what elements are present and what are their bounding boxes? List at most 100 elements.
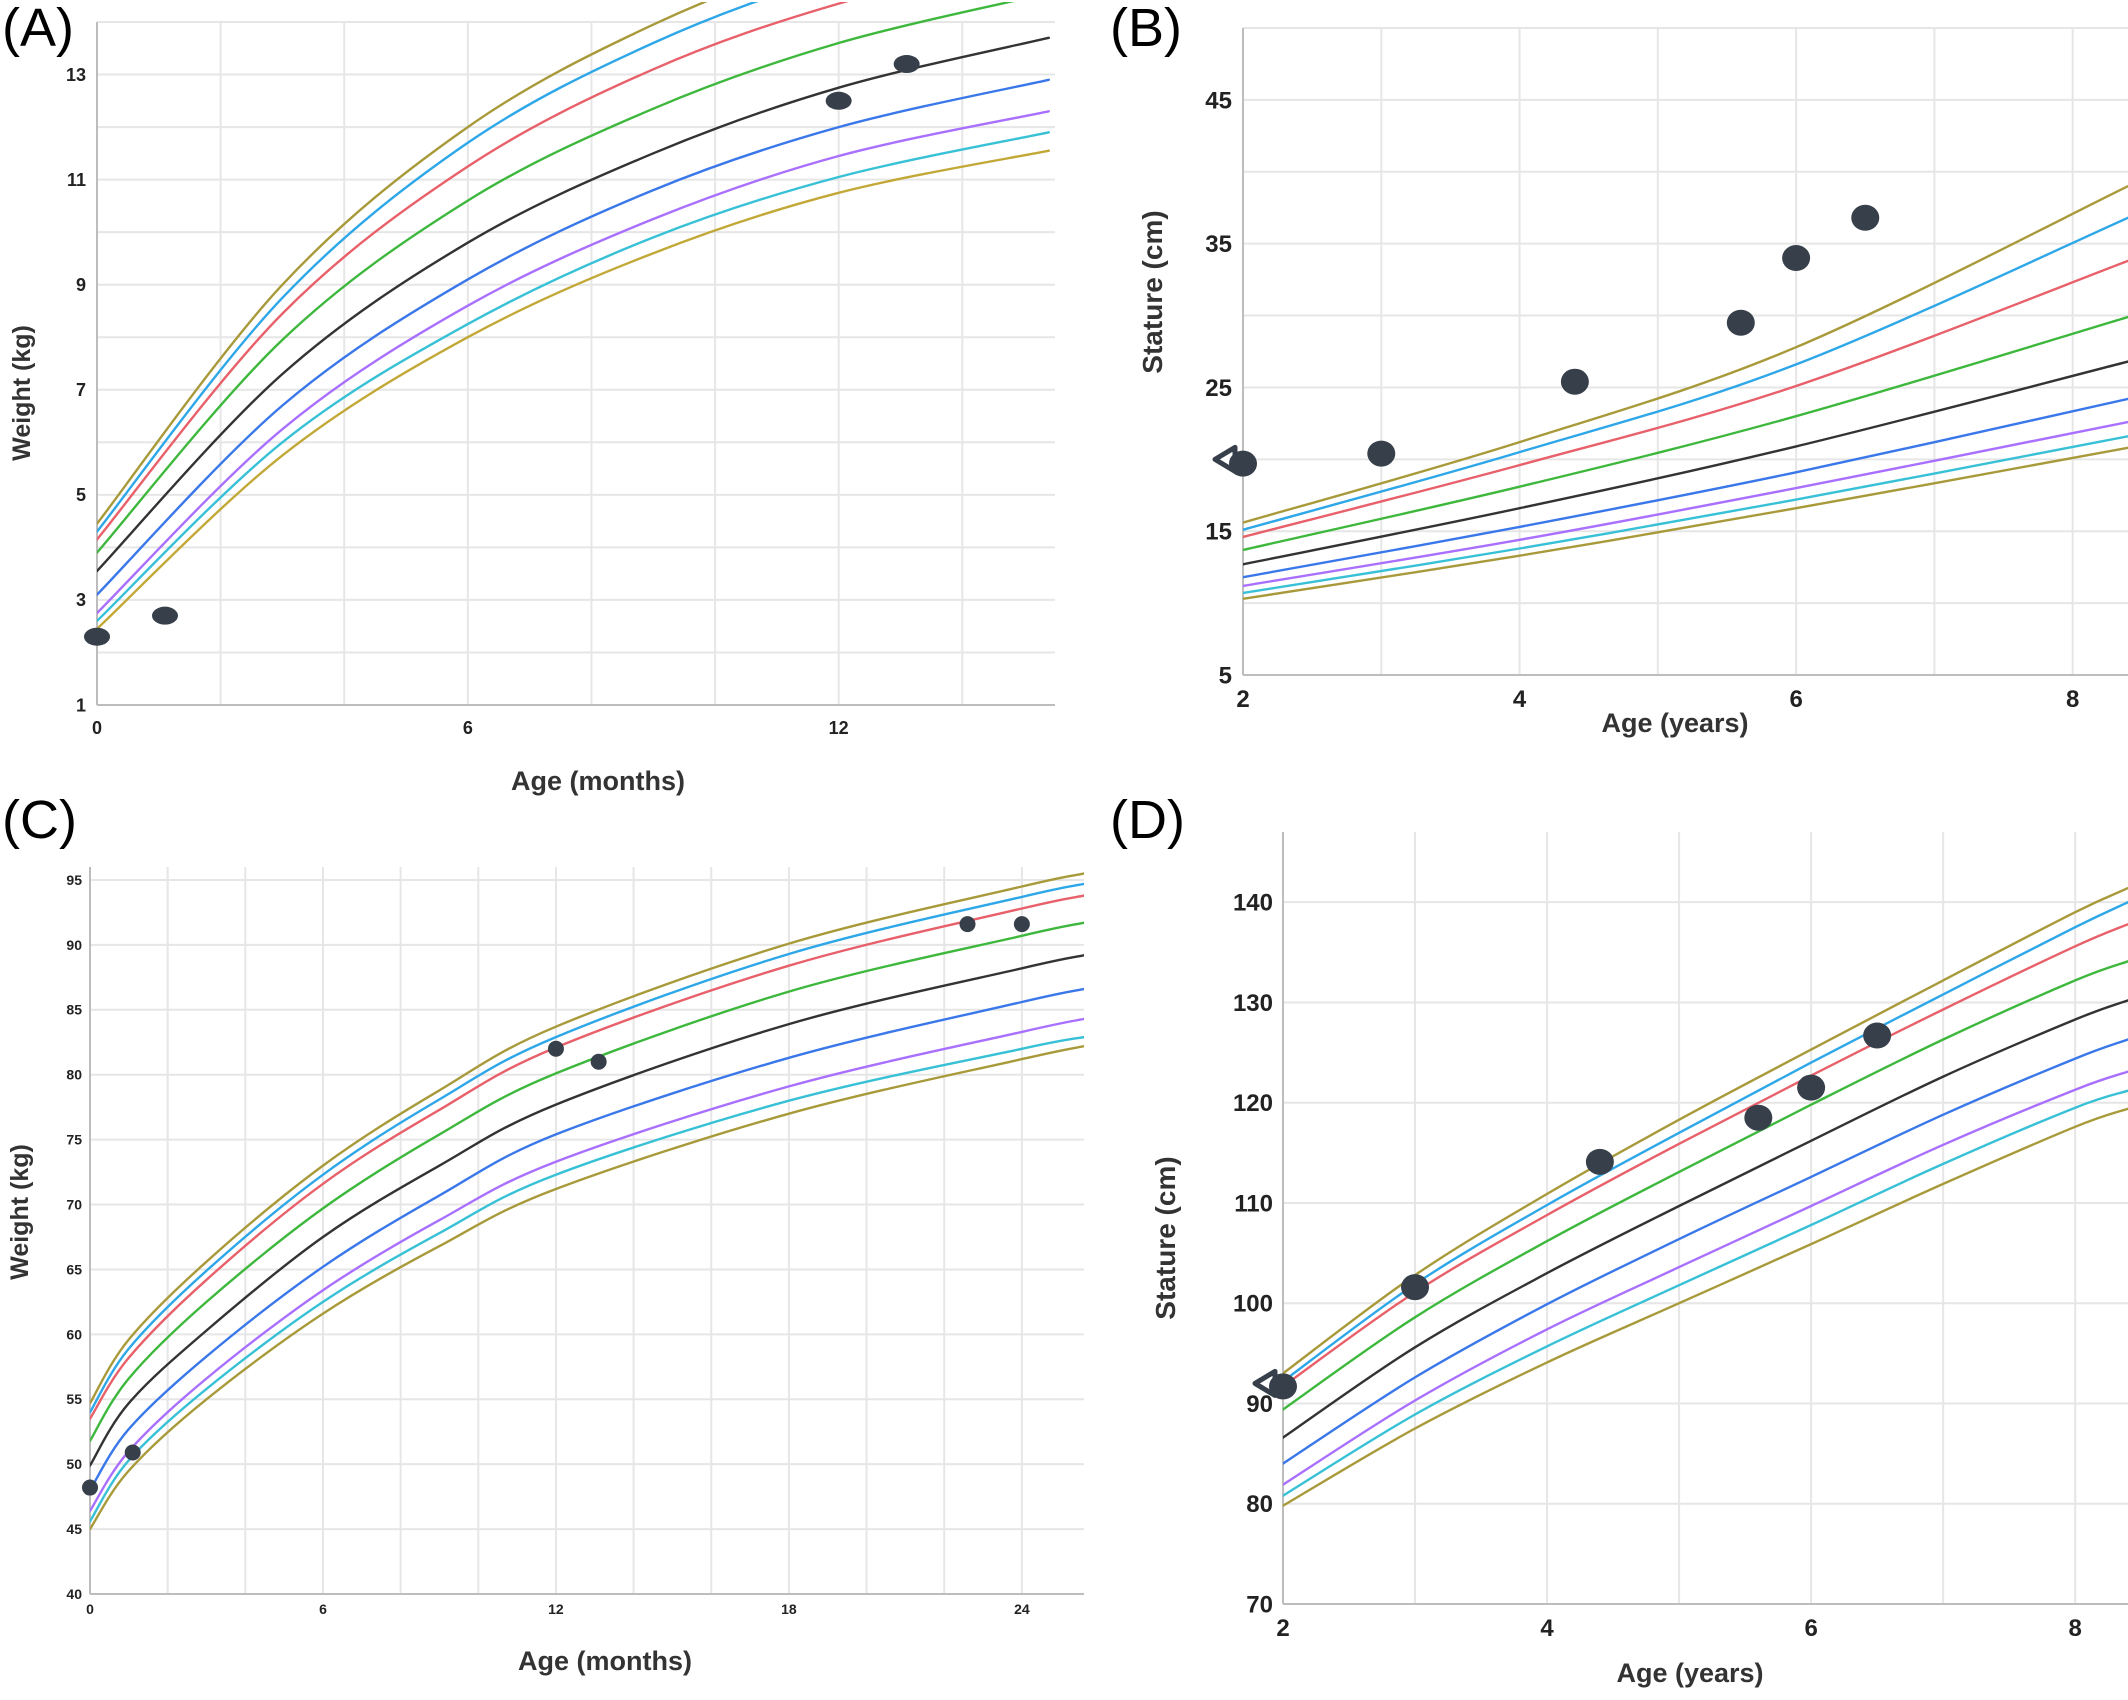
y-tick-label: 80 bbox=[66, 1067, 82, 1083]
panel-a-letter: (A) bbox=[2, 0, 74, 58]
y-tick-label: 60 bbox=[66, 1326, 82, 1342]
y-tick-label: 5 bbox=[1219, 662, 1232, 689]
y-tick-label: 85 bbox=[66, 1002, 82, 1018]
measurement-point bbox=[1367, 440, 1396, 467]
panel-b-plot-area: 2 4 6 8 5 15 25 35 45 bbox=[1205, 27, 2128, 713]
percentile-curve bbox=[1243, 259, 2128, 539]
percentile-curve bbox=[90, 954, 1084, 1467]
y-tick-label: 75 bbox=[66, 1132, 82, 1148]
measurement-point bbox=[1013, 916, 1030, 933]
y-tick-label: 100 bbox=[1233, 1291, 1273, 1318]
panel-d-plot-area: 2 4 6 8 70 80 90 100 110 120 130 140 bbox=[1233, 832, 2128, 1642]
panel-b-letter: (B) bbox=[1110, 0, 1182, 58]
measurement-point bbox=[1851, 204, 1880, 231]
percentile-curve bbox=[1243, 315, 2128, 552]
y-tick-label: 95 bbox=[66, 872, 82, 888]
percentile-curve bbox=[90, 894, 1084, 1420]
percentile-curve bbox=[1283, 960, 2128, 1411]
x-tick-label: 4 bbox=[1513, 686, 1527, 713]
percentile-curve bbox=[90, 1035, 1084, 1523]
x-tick-label: 6 bbox=[1789, 686, 1802, 713]
measurement-point bbox=[1782, 245, 1811, 272]
measurement-point bbox=[84, 627, 110, 646]
y-tick-label: 90 bbox=[66, 937, 82, 953]
measurement-point bbox=[1269, 1373, 1297, 1400]
measurement-point bbox=[1229, 450, 1257, 477]
x-tick-label: 2 bbox=[1236, 686, 1249, 713]
y-tick-label: 9 bbox=[76, 275, 86, 295]
x-tick-label: 2 bbox=[1276, 1615, 1289, 1642]
x-tick-label: 24 bbox=[1014, 1601, 1030, 1617]
percentile-curve bbox=[90, 921, 1084, 1442]
measurement-point bbox=[893, 55, 920, 74]
panel-c-y-axis-title: Weight (kg) bbox=[6, 1144, 34, 1280]
percentile-curve bbox=[1283, 1038, 2128, 1465]
percentile-curve bbox=[97, 2, 849, 541]
x-tick-label: 0 bbox=[86, 1601, 94, 1617]
percentile-curve bbox=[90, 1017, 1084, 1513]
measurement-point bbox=[1401, 1274, 1430, 1301]
y-tick-label: 3 bbox=[76, 590, 86, 610]
panel-a-y-axis-title: Weight (kg) bbox=[8, 325, 36, 461]
percentile-curve bbox=[1243, 216, 2128, 531]
y-tick-label: 15 bbox=[1205, 519, 1232, 546]
panel-d-x-axis-title: Age (years) bbox=[1616, 1658, 1763, 1688]
x-tick-label: 12 bbox=[829, 718, 849, 738]
percentile-curve bbox=[1283, 1107, 2128, 1507]
measurement-point bbox=[82, 1479, 98, 1496]
percentile-curve bbox=[1243, 185, 2128, 524]
y-tick-label: 5 bbox=[76, 485, 86, 505]
y-tick-label: 35 bbox=[1205, 231, 1232, 258]
panel-a-x-axis-title: Age (months) bbox=[511, 766, 685, 796]
percentile-curve bbox=[97, 36, 1050, 573]
percentile-curve bbox=[1243, 420, 2128, 588]
y-tick-label: 25 bbox=[1205, 375, 1232, 402]
measurement-point bbox=[124, 1444, 141, 1461]
percentile-curve bbox=[97, 78, 1050, 596]
y-tick-label: 50 bbox=[66, 1456, 82, 1472]
percentile-curves bbox=[97, 2, 1050, 630]
percentile-curve bbox=[1243, 360, 2128, 566]
percentile-curve bbox=[1283, 1070, 2128, 1486]
percentile-curve bbox=[1283, 886, 2128, 1375]
measurement-point bbox=[1744, 1104, 1773, 1131]
measurement-point bbox=[1726, 309, 1755, 336]
panel-b-y-axis-title: Stature (cm) bbox=[1137, 210, 1168, 373]
percentile-curve bbox=[97, 2, 708, 525]
x-tick-label: 0 bbox=[92, 718, 102, 738]
percentile-curve bbox=[1243, 446, 2128, 600]
y-tick-label: 70 bbox=[66, 1196, 82, 1212]
y-tick-label: 70 bbox=[1246, 1591, 1273, 1618]
x-tick-label: 12 bbox=[548, 1601, 564, 1617]
y-tick-label: 7 bbox=[76, 380, 86, 400]
percentile-curve bbox=[1283, 999, 2128, 1439]
y-tick-label: 110 bbox=[1234, 1190, 1273, 1217]
measurement-point bbox=[1797, 1074, 1826, 1101]
y-tick-label: 65 bbox=[66, 1261, 82, 1277]
y-tick-label: 13 bbox=[66, 65, 86, 85]
panel-d-y-axis-title: Stature (cm) bbox=[1150, 1156, 1181, 1319]
percentile-curve bbox=[97, 131, 1050, 623]
panel-c-x-axis-title: Age (months) bbox=[518, 1646, 692, 1676]
x-tick-label: 8 bbox=[2066, 686, 2079, 713]
x-tick-label: 4 bbox=[1540, 1615, 1554, 1642]
percentile-curve bbox=[97, 2, 759, 533]
percentile-curve bbox=[1243, 435, 2128, 595]
percentile-curve bbox=[90, 1045, 1084, 1531]
percentile-curve bbox=[90, 882, 1084, 1414]
percentile-curves bbox=[90, 872, 1084, 1531]
x-tick-label: 18 bbox=[781, 1601, 797, 1617]
y-tick-label: 45 bbox=[1205, 87, 1232, 114]
panel-d-letter: (D) bbox=[1110, 790, 1185, 850]
percentile-curve bbox=[90, 987, 1084, 1492]
percentile-curves bbox=[1243, 185, 2128, 600]
measurement-point bbox=[825, 91, 852, 110]
percentile-curve bbox=[1283, 1089, 2128, 1497]
y-tick-label: 120 bbox=[1233, 1090, 1273, 1117]
y-tick-label: 90 bbox=[1246, 1391, 1273, 1418]
measurement-point bbox=[1863, 1022, 1892, 1049]
panel-d: (D) 2 4 6 8 70 80 90 100 110 120 130 140 Age (years… bbox=[1110, 790, 2128, 1688]
measurement-point bbox=[590, 1053, 607, 1070]
